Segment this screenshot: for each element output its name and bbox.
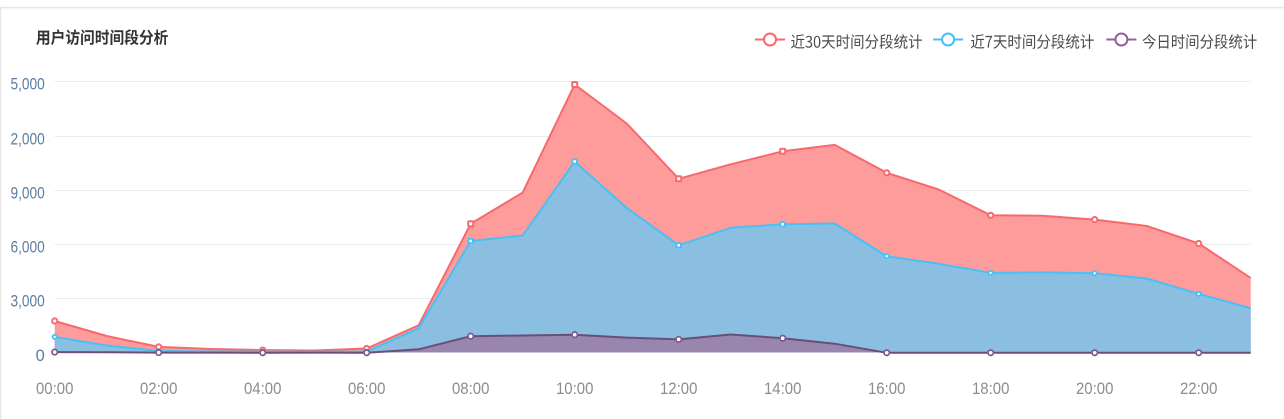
svg-text:22:00: 22:00 [1180, 379, 1217, 398]
svg-text:20:00: 20:00 [1076, 379, 1113, 398]
svg-text:6,000: 6,000 [11, 238, 45, 256]
svg-text:12:00: 12:00 [660, 379, 697, 398]
svg-text:04:00: 04:00 [244, 379, 281, 398]
svg-text:18:00: 18:00 [972, 379, 1009, 398]
svg-text:9,000: 9,000 [11, 184, 45, 202]
svg-text:06:00: 06:00 [348, 379, 385, 398]
svg-text:00:00: 00:00 [36, 379, 73, 398]
svg-text:10:00: 10:00 [556, 379, 593, 398]
svg-text:2,000: 2,000 [11, 130, 45, 148]
svg-text:3,000: 3,000 [11, 292, 45, 310]
svg-text:16:00: 16:00 [868, 379, 905, 398]
svg-text:02:00: 02:00 [140, 379, 177, 398]
svg-text:0: 0 [36, 347, 45, 365]
svg-text:14:00: 14:00 [764, 379, 801, 398]
svg-text:5,000: 5,000 [11, 75, 45, 93]
svg-text:08:00: 08:00 [452, 379, 489, 398]
